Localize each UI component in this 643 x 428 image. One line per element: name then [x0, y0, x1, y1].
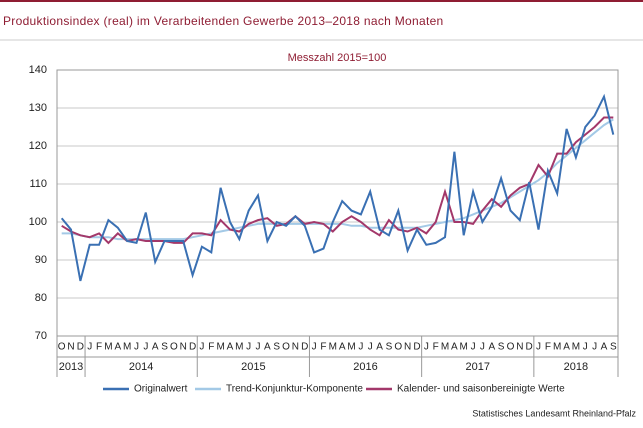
source: Statistisches Landesamt Rheinland-Pfalz: [472, 408, 636, 418]
series-line: [61, 118, 614, 241]
year-label: 2014: [129, 361, 153, 373]
x-tick-label: A: [339, 342, 346, 353]
x-tick-label: M: [104, 342, 112, 353]
x-tick-label: J: [256, 342, 261, 353]
y-tick-label: 70: [35, 330, 47, 342]
x-tick-label: O: [394, 342, 402, 353]
x-tick-label: M: [572, 342, 580, 353]
x-tick-label: J: [87, 342, 92, 353]
x-tick-label: M: [441, 342, 449, 353]
x-tick-label: M: [216, 342, 224, 353]
x-tick-label: O: [507, 342, 515, 353]
x-tick-label: M: [123, 342, 131, 353]
year-label: 2016: [353, 361, 377, 373]
x-tick-label: A: [601, 342, 608, 353]
legend-label: Originalwert: [134, 384, 188, 395]
x-tick-label: J: [199, 342, 204, 353]
x-tick-label: A: [488, 342, 495, 353]
series-line: [61, 116, 614, 245]
x-tick-label: A: [451, 342, 458, 353]
x-tick-label: J: [471, 342, 476, 353]
x-tick-label: D: [301, 342, 308, 353]
x-tick-label: J: [246, 342, 251, 353]
x-tick-label: J: [424, 342, 429, 353]
year-label: 2015: [241, 361, 265, 373]
legend-label: Kalender- und saisonbereinigte Werte: [397, 384, 565, 395]
x-tick-label: S: [386, 342, 393, 353]
y-tick-label: 110: [29, 178, 47, 190]
y-tick-label: 140: [29, 64, 47, 76]
x-tick-label: D: [189, 342, 196, 353]
x-tick-label: N: [67, 342, 74, 353]
year-label: 2013: [59, 361, 83, 373]
x-tick-label: J: [134, 342, 139, 353]
x-tick-label: A: [264, 342, 271, 353]
x-tick-label: J: [143, 342, 148, 353]
x-tick-label: N: [516, 342, 523, 353]
x-tick-label: A: [152, 342, 159, 353]
x-tick-label: A: [227, 342, 234, 353]
x-tick-label: F: [545, 342, 551, 353]
legend-label: Trend-Konjunktur-Komponente: [226, 384, 363, 395]
x-tick-label: F: [208, 342, 214, 353]
x-tick-label: F: [433, 342, 439, 353]
series-line: [60, 93, 615, 282]
x-tick-label: F: [96, 342, 102, 353]
year-label: 2017: [466, 361, 490, 373]
y-tick-label: 100: [29, 216, 47, 228]
x-tick-label: M: [347, 342, 355, 353]
x-tick-label: S: [161, 342, 168, 353]
x-tick-label: S: [610, 342, 617, 353]
x-tick-label: O: [282, 342, 290, 353]
x-tick-label: J: [312, 342, 317, 353]
x-tick-label: D: [413, 342, 420, 353]
x-tick-label: M: [460, 342, 468, 353]
x-tick-label: J: [592, 342, 597, 353]
x-tick-label: M: [329, 342, 337, 353]
x-tick-label: O: [170, 342, 178, 353]
x-tick-label: M: [235, 342, 243, 353]
y-tick-label: 130: [29, 102, 47, 114]
x-tick-label: J: [480, 342, 485, 353]
plot-border: [56, 69, 619, 337]
year-label: 2018: [564, 361, 588, 373]
y-tick-label: 80: [35, 292, 47, 304]
x-tick-label: A: [563, 342, 570, 353]
x-tick-label: N: [404, 342, 411, 353]
y-tick-label: 90: [35, 254, 47, 266]
x-tick-label: A: [376, 342, 383, 353]
x-tick-label: S: [273, 342, 280, 353]
chart-title: Produktionsindex (real) im Verarbeitende…: [3, 14, 444, 28]
x-tick-label: S: [498, 342, 505, 353]
x-tick-label: D: [77, 342, 84, 353]
x-tick-label: N: [180, 342, 187, 353]
x-tick-label: N: [292, 342, 299, 353]
x-tick-label: F: [320, 342, 326, 353]
x-tick-label: O: [58, 342, 66, 353]
x-tick-label: J: [536, 342, 541, 353]
y-tick-label: 120: [29, 140, 47, 152]
x-tick-label: A: [114, 342, 121, 353]
x-tick-label: J: [583, 342, 588, 353]
x-tick-label: J: [368, 342, 373, 353]
x-tick-label: M: [553, 342, 561, 353]
chart-subtitle: Messzahl 2015=100: [288, 52, 387, 64]
x-tick-label: D: [526, 342, 533, 353]
x-tick-label: J: [358, 342, 363, 353]
